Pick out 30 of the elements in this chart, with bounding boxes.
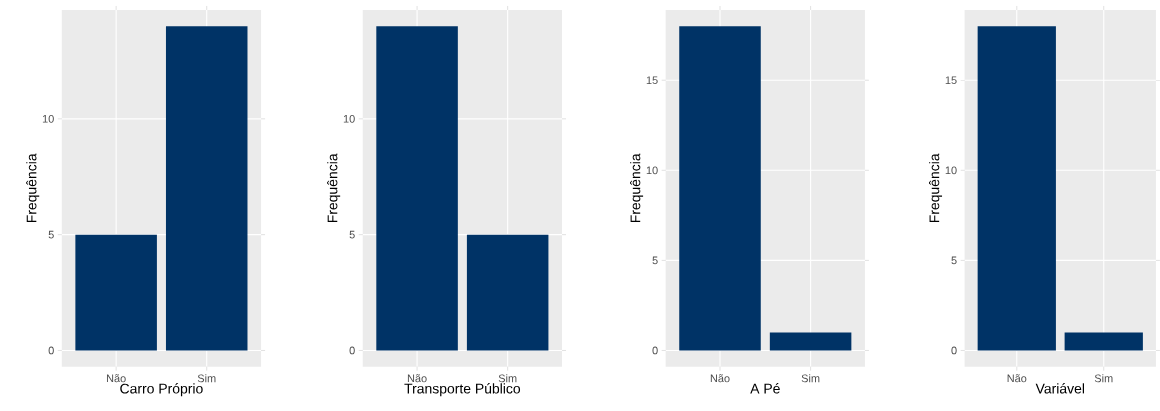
x-axis-title: Carro Próprio — [120, 383, 203, 397]
y-tick-label: 10 — [343, 115, 355, 123]
x-tick-label: Sim — [801, 374, 820, 383]
y-tick-label: 15 — [945, 76, 957, 85]
x-axis-title: A Pé — [750, 383, 780, 394]
x-tick-label: Não — [710, 374, 730, 383]
x-tick-label: Não — [407, 374, 427, 383]
y-axis-title: Frequência — [327, 153, 341, 223]
x-axis-title: Transporte Público — [404, 383, 521, 397]
y-tick-label: 0 — [349, 346, 355, 355]
x-tick-label: Sim — [197, 374, 216, 383]
y-tick-label: 0 — [652, 346, 658, 355]
x-tick-label: Sim — [498, 374, 517, 383]
y-tick-label: 0 — [48, 346, 54, 355]
y-tick-label: 5 — [951, 256, 957, 265]
y-tick-label: 5 — [652, 256, 658, 265]
y-axis-title: Frequência — [928, 153, 943, 223]
x-axis-title: Variável — [1035, 383, 1085, 394]
y-tick-label: 5 — [349, 231, 355, 239]
y-axis-title: Frequência — [630, 153, 644, 223]
y-tick-label: 15 — [646, 76, 658, 85]
y-axis-title: Frequência — [26, 153, 40, 223]
y-tick-label: 0 — [951, 346, 957, 355]
y-tick-label: 10 — [945, 166, 957, 175]
x-tick-label: Não — [1007, 374, 1027, 383]
y-tick-label: 10 — [42, 115, 54, 123]
y-tick-label: 5 — [48, 231, 54, 239]
y-tick-label: 10 — [646, 166, 658, 175]
x-tick-label: Sim — [1094, 374, 1113, 383]
x-tick-label: Não — [106, 374, 126, 383]
